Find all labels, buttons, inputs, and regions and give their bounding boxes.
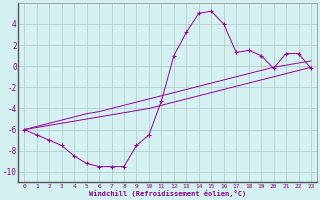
X-axis label: Windchill (Refroidissement éolien,°C): Windchill (Refroidissement éolien,°C): [89, 190, 246, 197]
